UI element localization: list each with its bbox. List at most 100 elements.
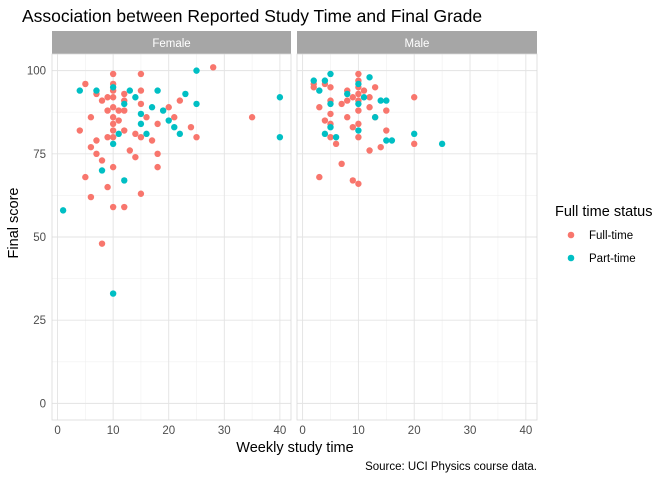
data-point — [316, 87, 323, 94]
data-point — [349, 124, 357, 131]
panel-border — [51, 53, 292, 421]
data-point — [248, 114, 256, 121]
data-point — [121, 127, 128, 134]
data-point — [438, 140, 446, 148]
data-point — [332, 140, 340, 148]
data-point — [109, 70, 117, 78]
data-point — [154, 120, 161, 128]
data-point — [143, 130, 150, 138]
data-point — [310, 77, 317, 84]
data-point — [209, 64, 217, 71]
data-point — [82, 80, 89, 88]
data-point — [355, 120, 362, 128]
y-tick-label: 25 — [33, 315, 46, 327]
data-point — [383, 97, 390, 104]
data-point — [109, 120, 117, 128]
data-point — [137, 110, 145, 118]
data-point — [59, 207, 67, 214]
data-point — [104, 107, 111, 114]
data-point — [143, 114, 150, 121]
data-point — [327, 70, 334, 78]
data-point — [344, 114, 351, 121]
legend-label: Full-time — [589, 230, 633, 242]
data-point — [104, 94, 111, 101]
data-point — [349, 94, 357, 101]
data-point — [193, 133, 200, 141]
data-point — [132, 153, 139, 161]
facet-strip-label: Male — [405, 38, 430, 50]
data-point — [109, 104, 117, 111]
data-point — [121, 107, 128, 114]
x-tick-label: 10 — [107, 425, 120, 437]
data-point — [355, 133, 362, 141]
y-tick-label: 0 — [40, 398, 46, 410]
data-point — [109, 127, 117, 134]
data-point — [154, 150, 161, 158]
data-point — [355, 107, 362, 114]
data-point — [182, 90, 189, 98]
data-point — [321, 130, 329, 138]
data-point — [109, 290, 117, 297]
data-point — [383, 127, 390, 134]
data-point — [137, 120, 145, 128]
data-point — [76, 87, 83, 94]
data-point — [344, 97, 351, 104]
data-point — [137, 133, 145, 141]
legend: Full-time Part-time — [567, 230, 636, 265]
data-point — [355, 180, 362, 187]
data-point — [360, 94, 368, 101]
data-point — [193, 67, 200, 74]
data-point — [104, 133, 111, 141]
data-point — [355, 90, 362, 98]
data-point — [87, 193, 95, 201]
data-point — [338, 100, 345, 108]
data-point — [338, 160, 345, 167]
data-point — [321, 77, 329, 84]
legend-label: Part-time — [589, 253, 636, 265]
data-point — [321, 117, 329, 124]
data-point — [276, 94, 284, 101]
data-point — [316, 104, 323, 111]
data-point — [115, 130, 122, 138]
data-point — [109, 133, 117, 141]
x-tick-label: 20 — [408, 425, 421, 437]
data-point — [316, 173, 323, 181]
data-point — [327, 124, 334, 131]
data-point — [109, 114, 117, 121]
legend-title: Full time status — [555, 204, 653, 220]
data-point — [98, 167, 106, 174]
facet-panel-male: Male 0 10 20 30 40 — [296, 31, 538, 437]
legend-key-part-time — [567, 254, 575, 262]
data-point — [148, 137, 156, 144]
data-point — [137, 87, 145, 94]
facet-strip — [52, 31, 291, 54]
legend-key-full-time — [567, 231, 575, 239]
facet-panel-female: Female 0 10 20 30 40 0 25 50 75 100 — [27, 31, 292, 437]
data-point — [349, 177, 357, 184]
data-point — [193, 100, 200, 108]
data-point — [377, 97, 384, 104]
data-point — [371, 84, 379, 91]
data-point — [137, 100, 145, 108]
data-point — [115, 107, 122, 114]
data-point — [366, 74, 373, 81]
data-point — [132, 94, 139, 101]
y-tick-label: 100 — [27, 66, 46, 78]
data-point — [383, 137, 390, 144]
data-point — [98, 240, 106, 247]
data-point — [109, 94, 117, 101]
data-point — [332, 133, 340, 141]
data-point — [93, 137, 100, 144]
data-point — [87, 114, 95, 121]
data-point — [104, 183, 111, 191]
data-point — [327, 84, 334, 91]
data-point — [109, 84, 117, 91]
data-point — [137, 70, 145, 78]
data-point — [159, 107, 167, 114]
data-point — [411, 130, 418, 138]
data-point — [360, 87, 368, 94]
data-point — [187, 124, 195, 131]
data-point — [366, 104, 373, 111]
y-axis-title: Final score — [6, 188, 22, 259]
